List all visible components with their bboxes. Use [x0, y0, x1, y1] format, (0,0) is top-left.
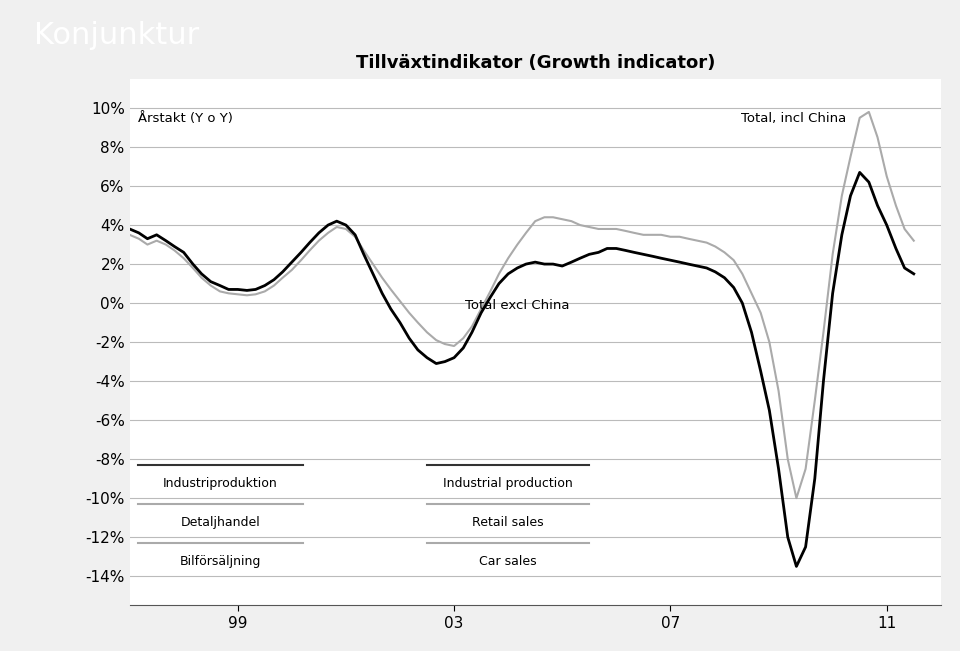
- Text: Total, incl China: Total, incl China: [741, 112, 846, 125]
- Text: Car sales: Car sales: [479, 555, 537, 568]
- Text: Industrial production: Industrial production: [444, 477, 573, 490]
- Text: Detaljhandel: Detaljhandel: [180, 516, 260, 529]
- Text: Industriproduktion: Industriproduktion: [163, 477, 277, 490]
- Title: Tillväxtindikator (Growth indicator): Tillväxtindikator (Growth indicator): [355, 53, 715, 72]
- Text: Total excl China: Total excl China: [465, 299, 569, 312]
- Text: Konjunktur: Konjunktur: [34, 21, 199, 50]
- Text: Bilförsäljning: Bilförsäljning: [180, 555, 261, 568]
- Text: Retail sales: Retail sales: [472, 516, 544, 529]
- Text: Årstakt (Y o Y): Årstakt (Y o Y): [137, 112, 232, 125]
